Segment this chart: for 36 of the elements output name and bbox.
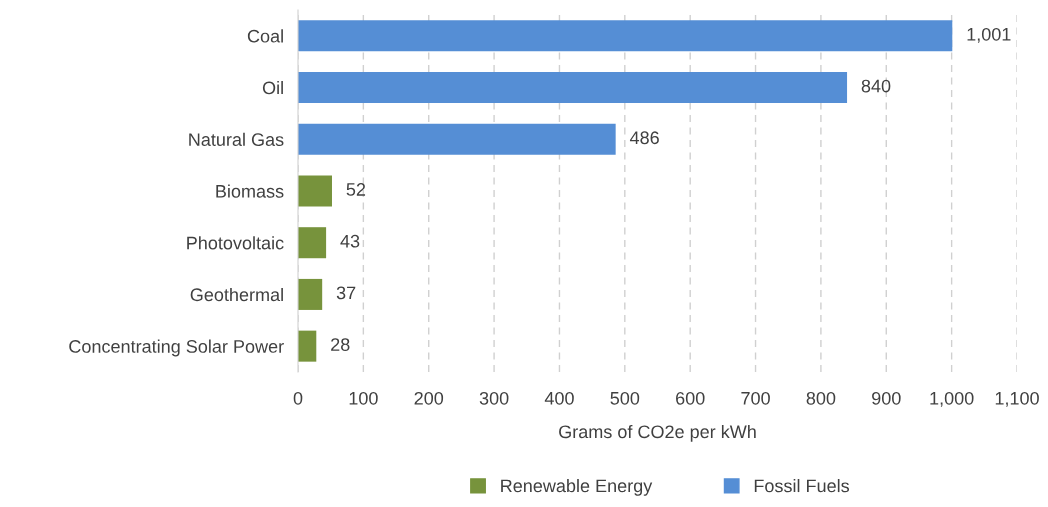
- data-label: 486: [629, 131, 659, 145]
- bar: [298, 123, 616, 155]
- bar: [298, 330, 317, 362]
- x-tick-label: 900: [872, 391, 901, 405]
- data-label: 1,001: [967, 27, 1011, 43]
- x-tick-label: 100: [349, 391, 378, 405]
- bar: [298, 175, 332, 207]
- x-tick-label: 1,100: [995, 391, 1039, 407]
- bar: [298, 278, 323, 310]
- x-tick-label: 300: [479, 391, 509, 405]
- y-tick-label: Oil: [262, 81, 283, 95]
- y-tick-label: Geothermal: [190, 287, 283, 302]
- bar: [298, 227, 327, 259]
- y-tick-label: Concentrating Solar Power: [69, 339, 284, 357]
- bar: [298, 20, 953, 52]
- y-tick-label: Photovoltaic: [187, 236, 284, 250]
- data-label: 37: [336, 286, 356, 300]
- data-label: 840: [861, 79, 891, 93]
- y-tick-label: Biomass: [216, 184, 284, 198]
- y-tick-label: Coal: [247, 29, 283, 43]
- legend-label: Renewable Energy: [501, 478, 653, 496]
- x-tick-label: 700: [741, 391, 770, 405]
- legend-label: Fossil Fuels: [754, 478, 850, 493]
- bar: [298, 72, 848, 104]
- x-tick-label: 200: [414, 391, 444, 405]
- x-axis-title: Grams of CO2e per kWh: [559, 424, 756, 442]
- x-tick-label: 400: [544, 391, 574, 405]
- data-label: 52: [346, 183, 366, 196]
- data-label: 28: [331, 338, 350, 351]
- x-tick-label: 0: [293, 391, 303, 405]
- data-label: 43: [340, 234, 360, 248]
- y-tick-label: Natural Gas: [189, 132, 284, 147]
- x-tick-label: 500: [610, 391, 640, 405]
- x-tick-label: 600: [676, 391, 705, 405]
- x-tick-label: 1,000: [930, 391, 974, 407]
- x-tick-label: 800: [806, 391, 836, 405]
